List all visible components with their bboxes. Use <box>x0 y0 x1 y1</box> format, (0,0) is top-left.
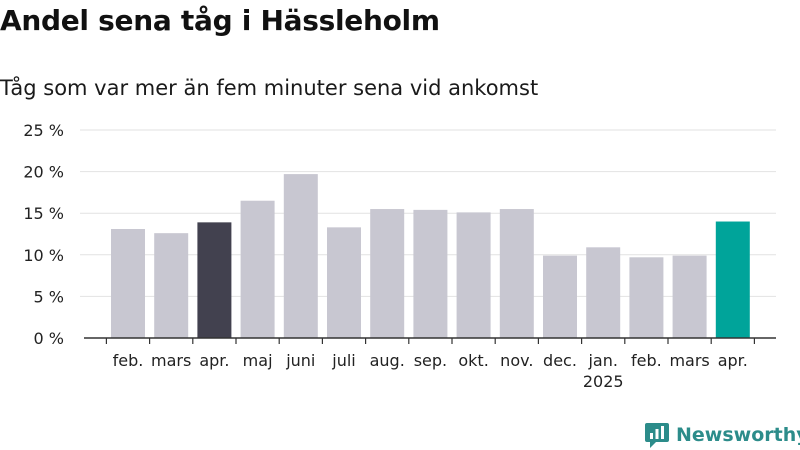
bar <box>456 212 491 338</box>
x-tick-label: okt. <box>458 351 488 370</box>
x-tick-label: aug. <box>370 351 405 370</box>
y-tick-label: 15 % <box>23 204 64 223</box>
x-tick-label: feb. <box>631 351 662 370</box>
x-tick-label: jan. <box>587 351 617 370</box>
brand-name: Newsworthy <box>676 424 800 446</box>
bar <box>629 257 664 338</box>
x-tick-label: apr. <box>718 351 748 370</box>
x-tick-label: nov. <box>500 351 533 370</box>
bar <box>413 209 448 338</box>
bar <box>370 209 405 338</box>
y-tick-label: 5 % <box>34 287 64 306</box>
x-tick-label: feb. <box>113 351 144 370</box>
bar <box>672 255 707 338</box>
newsworthy-logo-icon <box>645 423 669 448</box>
bar <box>240 200 275 338</box>
y-tick-label: 25 % <box>23 121 64 140</box>
bar <box>327 227 361 338</box>
x-tick-label: sep. <box>414 351 447 370</box>
bar <box>586 247 621 338</box>
y-tick-label: 0 % <box>34 329 64 348</box>
chart-title: Andel sena tåg i Hässleholm <box>0 4 440 37</box>
x-tick-label: mars <box>669 351 709 370</box>
bar <box>543 255 577 338</box>
bar <box>111 229 145 338</box>
x-tick-label: maj <box>243 351 273 370</box>
bar <box>283 174 318 338</box>
bar <box>715 221 750 338</box>
x-tick-label: apr. <box>199 351 229 370</box>
x-year-label: 2025 <box>583 372 624 391</box>
y-tick-label: 10 % <box>23 246 64 265</box>
x-tick-label: juni <box>285 351 315 370</box>
x-tick-label: mars <box>151 351 191 370</box>
bar <box>197 222 232 338</box>
bar <box>499 209 534 338</box>
y-tick-label: 20 % <box>23 163 64 182</box>
bar <box>154 233 189 338</box>
chart-subtitle: Tåg som var mer än fem minuter sena vid … <box>0 76 539 100</box>
brand-logo: Newsworthy <box>644 420 800 450</box>
x-tick-label: juli <box>331 351 355 370</box>
x-tick-label: dec. <box>543 351 577 370</box>
